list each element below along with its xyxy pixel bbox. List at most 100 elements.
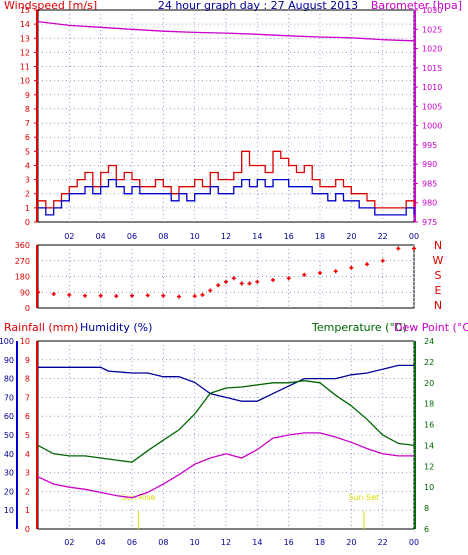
direction-point bbox=[255, 279, 260, 284]
windspeed-tick-label: 1 bbox=[25, 204, 30, 213]
temperature-tick-label: 10 bbox=[424, 483, 434, 492]
barometer-tick-label: 1020 bbox=[422, 45, 442, 54]
direction-point bbox=[161, 293, 166, 298]
barometer-axis-title: Barometer [hpa] bbox=[371, 0, 462, 12]
time-tick-label: 02 bbox=[64, 538, 74, 547]
time-tick-label: 16 bbox=[284, 232, 294, 241]
windspeed-tick-label: 9 bbox=[25, 91, 30, 100]
windspeed-tick-label: 7 bbox=[25, 119, 30, 128]
direction-point bbox=[318, 271, 322, 275]
direction-point bbox=[380, 258, 385, 263]
windspeed-tick-label: 0 bbox=[25, 218, 30, 227]
windspeed-tick-label: 15 bbox=[20, 6, 30, 15]
windspeed-tick-label: 14 bbox=[20, 20, 30, 29]
time-tick-label: 10 bbox=[190, 538, 200, 547]
temperature-tick-label: 12 bbox=[424, 462, 434, 471]
direction-tick-label: 180 bbox=[15, 273, 30, 282]
direction-tick-label: 90 bbox=[20, 288, 30, 297]
windspeed-tick-label: 3 bbox=[25, 176, 30, 185]
rainfall-tick-label: 2 bbox=[25, 487, 30, 496]
direction-point bbox=[247, 281, 252, 286]
time-tick-label: 10 bbox=[190, 232, 200, 241]
barometer-tick-label: 990 bbox=[422, 160, 437, 169]
barometer-tick-label: 1005 bbox=[422, 102, 442, 111]
direction-point bbox=[114, 294, 119, 299]
temperature-tick-label: 20 bbox=[424, 379, 434, 388]
direction-point bbox=[412, 246, 416, 251]
time-tick-label: 16 bbox=[284, 538, 294, 547]
rainfall-axis-title: Rainfall (mm) bbox=[4, 321, 78, 334]
humidity-tick-label: 40 bbox=[4, 450, 14, 459]
time-tick-label: 20 bbox=[346, 538, 356, 547]
direction-point bbox=[216, 283, 221, 288]
direction-point bbox=[192, 294, 197, 299]
time-tick-label: 04 bbox=[96, 232, 106, 241]
time-tick-label: 04 bbox=[96, 538, 106, 547]
compass-label: W bbox=[433, 254, 444, 267]
compass-label: S bbox=[435, 269, 442, 282]
time-tick-label: 22 bbox=[378, 232, 388, 241]
time-tick-label: 08 bbox=[158, 232, 168, 241]
windspeed-tick-label: 12 bbox=[20, 48, 30, 57]
rainfall-tick-label: 7 bbox=[25, 393, 30, 402]
compass-label: N bbox=[434, 239, 442, 252]
direction-point bbox=[36, 290, 40, 295]
time-tick-label: 14 bbox=[252, 538, 262, 547]
direction-point bbox=[349, 265, 354, 270]
time-tick-label: 14 bbox=[252, 232, 262, 241]
series-line-0 bbox=[37, 20, 415, 42]
dewpoint-axis-title: Dew Point (°C) bbox=[394, 321, 468, 334]
time-tick-label: 12 bbox=[221, 232, 231, 241]
direction-point bbox=[67, 292, 72, 297]
time-tick-label: 18 bbox=[315, 538, 325, 547]
windspeed-tick-label: 4 bbox=[25, 161, 30, 170]
humidity-tick-label: 60 bbox=[4, 412, 14, 421]
direction-point bbox=[365, 262, 369, 267]
windspeed-tick-label: 6 bbox=[25, 133, 30, 142]
barometer-tick-label: 1015 bbox=[422, 64, 442, 73]
barometer-tick-label: 1025 bbox=[422, 25, 442, 34]
time-tick-label: 08 bbox=[158, 538, 168, 547]
direction-point bbox=[130, 293, 134, 298]
temperature-tick-label: 18 bbox=[424, 400, 434, 409]
direction-point bbox=[302, 272, 307, 277]
direction-point bbox=[271, 278, 275, 282]
direction-point bbox=[396, 246, 401, 251]
direction-point bbox=[333, 269, 338, 274]
windspeed-tick-label: 2 bbox=[25, 190, 30, 199]
direction-point bbox=[83, 293, 87, 298]
rainfall-tick-label: 0 bbox=[25, 525, 30, 534]
series-line-2 bbox=[38, 178, 415, 216]
direction-point bbox=[286, 276, 291, 281]
series-line-1 bbox=[37, 380, 415, 463]
humidity-axis-title: Humidity (%) bbox=[80, 321, 152, 334]
rainfall-tick-label: 9 bbox=[25, 356, 30, 365]
rainfall-tick-label: 8 bbox=[25, 375, 30, 384]
temperature-tick-label: 22 bbox=[424, 358, 434, 367]
time-tick-label: 00 bbox=[409, 232, 419, 241]
barometer-tick-label: 1030 bbox=[422, 6, 442, 15]
direction-point bbox=[51, 292, 56, 296]
rainfall-tick-label: 3 bbox=[25, 469, 30, 478]
time-tick-label: 20 bbox=[346, 232, 356, 241]
direction-point bbox=[231, 276, 236, 281]
series-line-2 bbox=[37, 432, 414, 499]
rainfall-tick-label: 5 bbox=[25, 431, 30, 440]
sun-set-label: Sun Set bbox=[348, 493, 379, 502]
windspeed-tick-label: 10 bbox=[20, 77, 30, 86]
humidity-tick-label: 90 bbox=[4, 356, 14, 365]
direction-point bbox=[224, 279, 228, 284]
series-line-1 bbox=[38, 150, 415, 209]
barometer-tick-label: 1000 bbox=[422, 122, 442, 131]
direction-point bbox=[239, 281, 244, 286]
windspeed-tick-label: 13 bbox=[20, 34, 30, 43]
time-tick-label: 22 bbox=[378, 538, 388, 547]
humidity-tick-label: 50 bbox=[4, 431, 14, 440]
rainfall-tick-label: 4 bbox=[25, 450, 30, 459]
series-line-0 bbox=[38, 364, 414, 402]
barometer-tick-label: 980 bbox=[422, 199, 437, 208]
humidity-tick-label: 70 bbox=[4, 393, 14, 402]
temperature-tick-label: 24 bbox=[424, 337, 434, 346]
